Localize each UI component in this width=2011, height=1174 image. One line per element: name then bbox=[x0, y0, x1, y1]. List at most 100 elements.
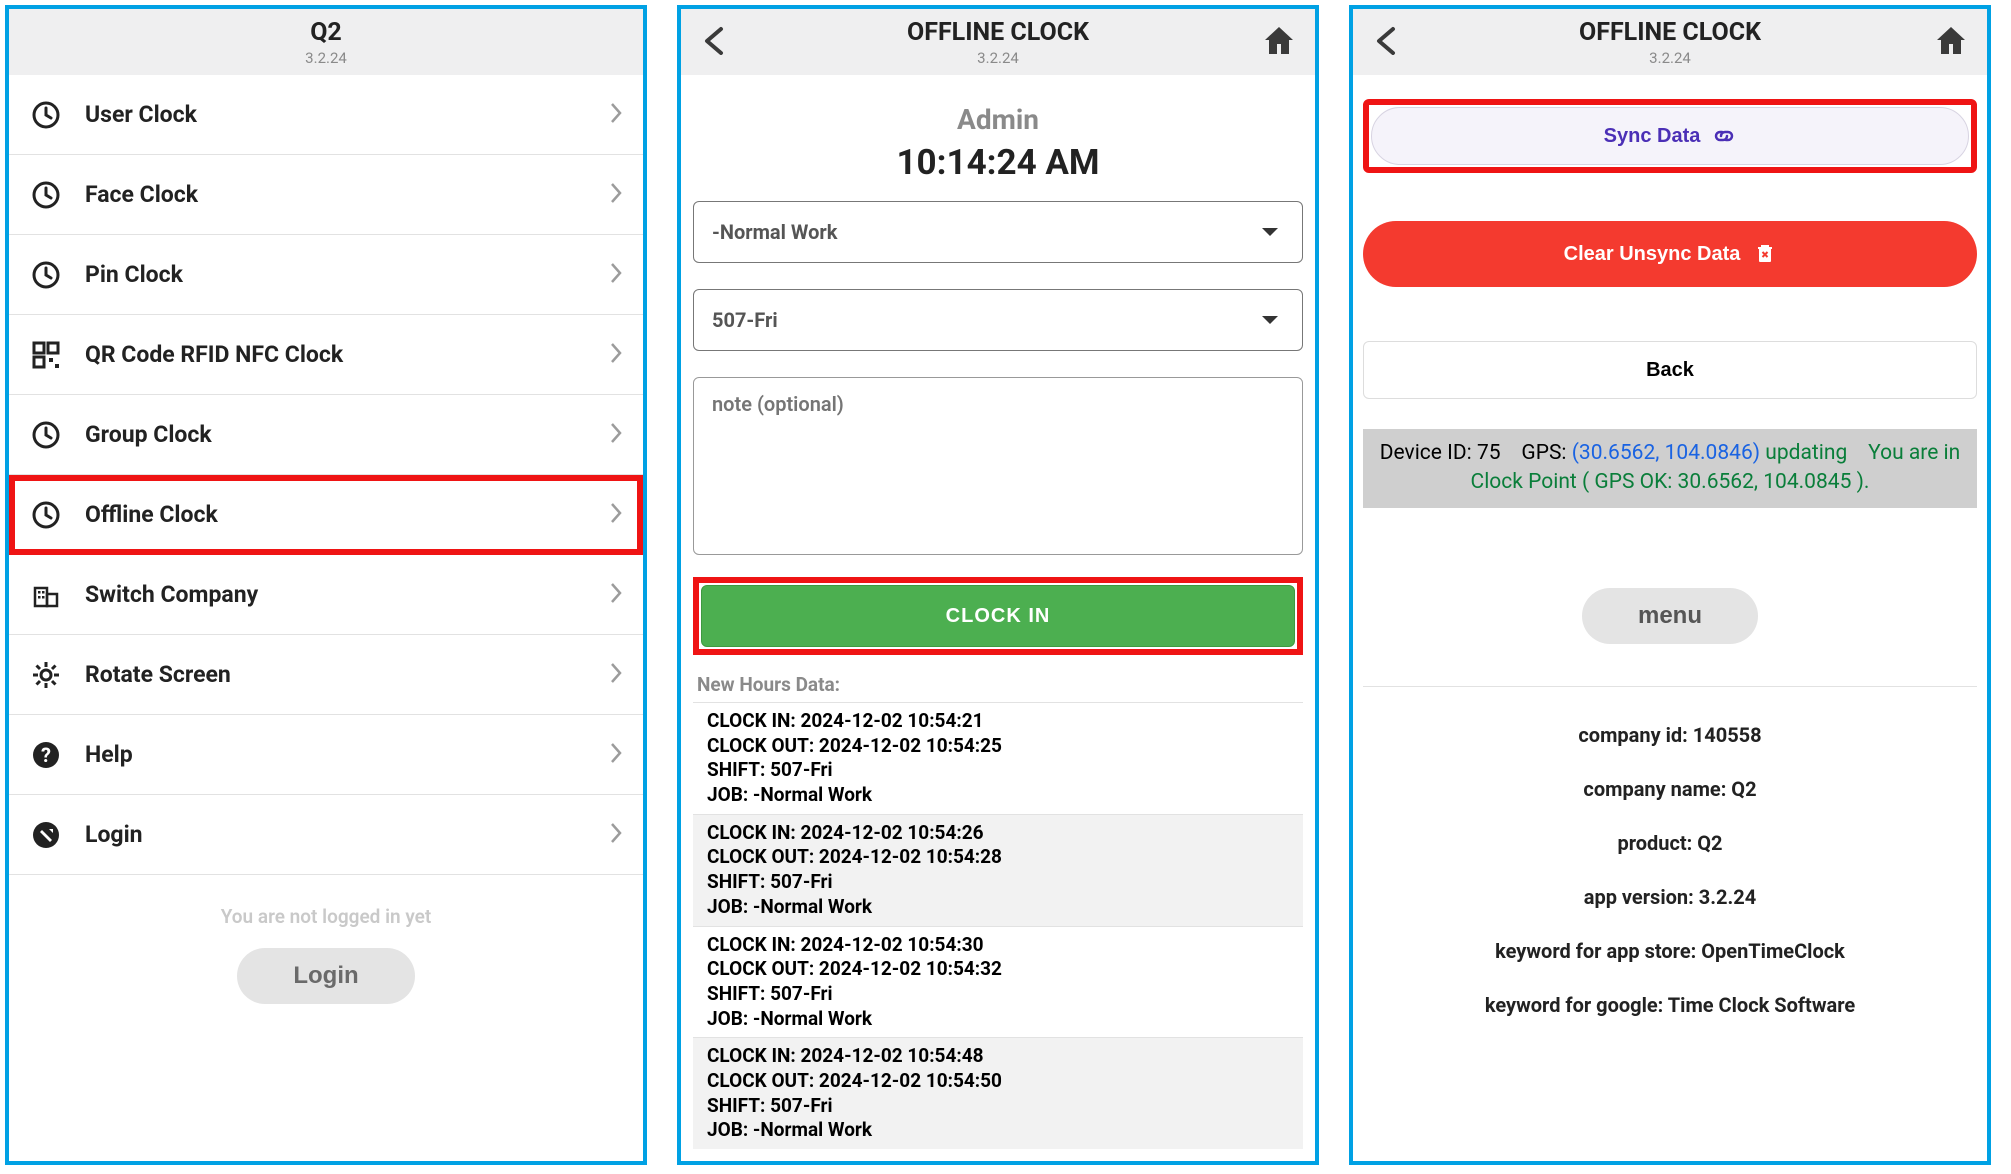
sync-highlight: Sync Data bbox=[1363, 99, 1977, 173]
phone-1: Q2 3.2.24 User Clock Face Clock Pin Clock Q… bbox=[5, 5, 647, 1165]
device-id-value: 75 bbox=[1477, 441, 1501, 465]
job-select-value: -Normal Work bbox=[712, 220, 837, 244]
back-button[interactable]: Back bbox=[1363, 341, 1977, 399]
chevron-right-icon bbox=[609, 662, 623, 688]
sync-data-label: Sync Data bbox=[1604, 125, 1701, 148]
job-select[interactable]: -Normal Work bbox=[693, 201, 1303, 263]
chevron-right-icon bbox=[609, 422, 623, 448]
menu-item-group-clock[interactable]: Group Clock bbox=[9, 395, 643, 475]
divider bbox=[1363, 686, 1977, 687]
clock-out-line: CLOCK OUT: 2024-12-02 10:54:28 bbox=[707, 845, 1295, 870]
chevron-down-icon bbox=[1262, 316, 1278, 324]
info-line: app version: 3.2.24 bbox=[1363, 885, 1977, 909]
menu-item-label: Group Clock bbox=[85, 421, 609, 448]
clear-unsync-button[interactable]: Clear Unsync Data bbox=[1363, 221, 1977, 287]
chevron-right-icon bbox=[609, 182, 623, 208]
header: OFFLINE CLOCK 3.2.24 bbox=[681, 9, 1315, 75]
info-list: company id: 140558 company name: Q2 produc… bbox=[1363, 723, 1977, 1017]
gps-label: GPS: bbox=[1521, 441, 1566, 465]
job-line: JOB: -Normal Work bbox=[707, 895, 1295, 920]
menu-button[interactable]: menu bbox=[1582, 588, 1758, 644]
header: OFFLINE CLOCK 3.2.24 bbox=[1353, 9, 1987, 75]
home-icon[interactable] bbox=[1933, 22, 1969, 62]
back-icon[interactable] bbox=[699, 25, 729, 59]
menu-item-rotate-screen[interactable]: Rotate Screen bbox=[9, 635, 643, 715]
device-id-label: Device ID: bbox=[1380, 441, 1472, 465]
clock-in-line: CLOCK IN: 2024-12-02 10:54:26 bbox=[707, 821, 1295, 846]
menu-item-label: Offline Clock bbox=[85, 501, 609, 528]
login-button[interactable]: Login bbox=[237, 948, 414, 1004]
menu-item-label: Login bbox=[85, 821, 609, 848]
shift-line: SHIFT: 507-Fri bbox=[707, 1094, 1295, 1119]
clock-icon bbox=[29, 178, 63, 212]
hours-list: CLOCK IN: 2024-12-02 10:54:21CLOCK OUT: … bbox=[693, 702, 1303, 1149]
header-title: Q2 bbox=[305, 18, 347, 47]
clock-time: 10:14:24 AM bbox=[693, 142, 1303, 183]
info-line: company name: Q2 bbox=[1363, 777, 1977, 801]
hours-entry: CLOCK IN: 2024-12-02 10:54:30CLOCK OUT: … bbox=[693, 926, 1303, 1038]
menu-item-user-clock[interactable]: User Clock bbox=[9, 75, 643, 155]
qr-icon bbox=[29, 338, 63, 372]
hours-entry: CLOCK IN: 2024-12-02 10:54:21CLOCK OUT: … bbox=[693, 702, 1303, 814]
job-line: JOB: -Normal Work bbox=[707, 783, 1295, 808]
info-line: keyword for google: Time Clock Software bbox=[1363, 993, 1977, 1017]
menu-item-label: QR Code RFID NFC Clock bbox=[85, 341, 609, 368]
home-icon[interactable] bbox=[1261, 22, 1297, 62]
menu-item-qr-code-rfid-nfc-clock[interactable]: QR Code RFID NFC Clock bbox=[9, 315, 643, 395]
clock-out-line: CLOCK OUT: 2024-12-02 10:54:32 bbox=[707, 957, 1295, 982]
hours-entry: CLOCK IN: 2024-12-02 10:54:48CLOCK OUT: … bbox=[693, 1037, 1303, 1149]
clock-in-line: CLOCK IN: 2024-12-02 10:54:30 bbox=[707, 933, 1295, 958]
menu-item-label: User Clock bbox=[85, 101, 609, 128]
header-subtitle: 3.2.24 bbox=[1579, 49, 1761, 67]
clock-icon bbox=[29, 98, 63, 132]
menu-item-help[interactable]: Help bbox=[9, 715, 643, 795]
sync-data-button[interactable]: Sync Data bbox=[1371, 107, 1969, 165]
chevron-down-icon bbox=[1262, 228, 1278, 236]
not-logged-in-message: You are not logged in yet bbox=[9, 905, 643, 928]
info-line: company id: 140558 bbox=[1363, 723, 1977, 747]
header-title: OFFLINE CLOCK bbox=[907, 18, 1089, 47]
chevron-right-icon bbox=[609, 582, 623, 608]
menu-item-offline-clock[interactable]: Offline Clock bbox=[9, 475, 643, 555]
phone-3: OFFLINE CLOCK 3.2.24 Sync Data Clear Uns… bbox=[1349, 5, 1991, 1165]
menu-item-login[interactable]: Login bbox=[9, 795, 643, 875]
menu-item-pin-clock[interactable]: Pin Clock bbox=[9, 235, 643, 315]
menu-item-face-clock[interactable]: Face Clock bbox=[9, 155, 643, 235]
shift-line: SHIFT: 507-Fri bbox=[707, 982, 1295, 1007]
menu-item-label: Switch Company bbox=[85, 581, 609, 608]
link-icon bbox=[1712, 124, 1736, 148]
new-hours-label: New Hours Data: bbox=[693, 673, 1303, 702]
menu-item-label: Help bbox=[85, 741, 609, 768]
shift-select-value: 507-Fri bbox=[712, 308, 778, 332]
menu-item-label: Face Clock bbox=[85, 181, 609, 208]
device-status-bar: Device ID: 75 GPS: (30.6562, 104.0846) u… bbox=[1363, 429, 1977, 508]
clock-in-button[interactable]: CLOCK IN bbox=[701, 585, 1295, 647]
menu-item-switch-company[interactable]: Switch Company bbox=[9, 555, 643, 635]
header-subtitle: 3.2.24 bbox=[907, 49, 1089, 67]
shift-line: SHIFT: 507-Fri bbox=[707, 870, 1295, 895]
job-line: JOB: -Normal Work bbox=[707, 1118, 1295, 1143]
gps-coords: (30.6562, 104.0846) bbox=[1572, 441, 1760, 465]
clock-icon bbox=[29, 418, 63, 452]
menu-item-label: Rotate Screen bbox=[85, 661, 609, 688]
chevron-right-icon bbox=[609, 822, 623, 848]
shift-select[interactable]: 507-Fri bbox=[693, 289, 1303, 351]
chevron-right-icon bbox=[609, 262, 623, 288]
clock-out-line: CLOCK OUT: 2024-12-02 10:54:25 bbox=[707, 734, 1295, 759]
note-input[interactable] bbox=[693, 377, 1303, 555]
back-icon[interactable] bbox=[1371, 25, 1401, 59]
trash-icon bbox=[1754, 243, 1776, 265]
shift-line: SHIFT: 507-Fri bbox=[707, 758, 1295, 783]
clock-icon bbox=[29, 258, 63, 292]
help-icon bbox=[29, 738, 63, 772]
clock-in-line: CLOCK IN: 2024-12-02 10:54:48 bbox=[707, 1044, 1295, 1069]
clock-in-line: CLOCK IN: 2024-12-02 10:54:21 bbox=[707, 709, 1295, 734]
info-line: product: Q2 bbox=[1363, 831, 1977, 855]
login-icon bbox=[29, 818, 63, 852]
clock-out-line: CLOCK OUT: 2024-12-02 10:54:50 bbox=[707, 1069, 1295, 1094]
chevron-right-icon bbox=[609, 102, 623, 128]
header: Q2 3.2.24 bbox=[9, 9, 643, 75]
phone-2: OFFLINE CLOCK 3.2.24 Admin 10:14:24 AM -… bbox=[677, 5, 1319, 1165]
menu-list: User Clock Face Clock Pin Clock QR Code RFI… bbox=[9, 75, 643, 875]
info-line: keyword for app store: OpenTimeClock bbox=[1363, 939, 1977, 963]
